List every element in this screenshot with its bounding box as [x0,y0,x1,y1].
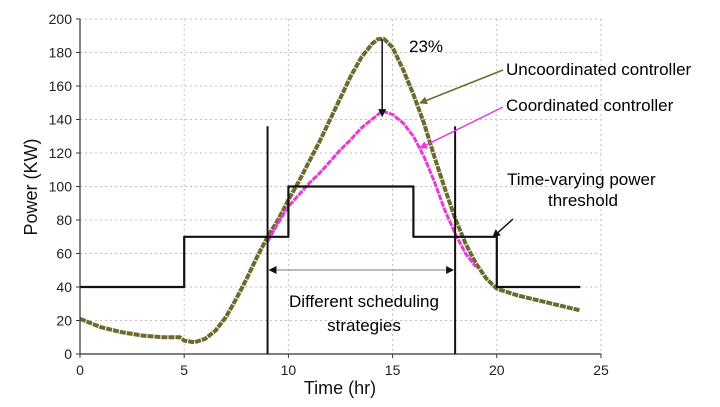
uncoordinated-label: Uncoordinated controller [506,60,692,79]
y-tick-label: 120 [49,145,73,161]
uncoordinated-pointer-arrow [419,69,504,105]
y-tick-label: 160 [49,78,73,94]
y-tick-label: 40 [56,279,72,295]
x-tick-label: 10 [281,362,297,378]
x-tick-label: 25 [593,362,609,378]
y-axis-title: Power (KW) [21,138,41,235]
y-tick-label: 180 [49,45,73,61]
y-tick-label: 100 [49,179,73,195]
uncoordinated-series-line [79,37,581,345]
y-tick-label: 20 [56,313,72,329]
threshold-label-line2: threshold [548,191,618,210]
scheduling-label-line2: strategies [327,316,401,335]
scheduling-label-line1: Different scheduling [289,292,439,311]
y-tick-label: 60 [56,246,72,262]
y-tick-label: 0 [64,346,72,362]
x-axis-title: Time (hr) [304,378,376,398]
axis-ticks: 0 20 40 60 80 100 120 140 160 180 200 0 5 10 15 20 25 [49,11,609,378]
coordinated-pointer-arrow [419,106,504,149]
coordinated-series-line [266,109,478,268]
x-tick-label: 0 [76,362,84,378]
x-tick-label: 5 [180,362,188,378]
series-layer [79,37,581,345]
x-tick-label: 15 [385,362,401,378]
annotations [266,39,514,354]
reduction-percent-label: 23% [409,37,443,56]
x-tick-label: 20 [489,362,505,378]
axes-frame [76,18,602,358]
y-tick-label: 80 [56,212,72,228]
coordinated-label: Coordinated controller [506,96,674,115]
threshold-label-line1: Time-varying power [507,170,656,189]
y-tick-label: 140 [49,112,73,128]
y-tick-label: 200 [49,11,73,27]
threshold-series-line [80,185,581,289]
threshold-pointer-arrow [492,218,514,238]
